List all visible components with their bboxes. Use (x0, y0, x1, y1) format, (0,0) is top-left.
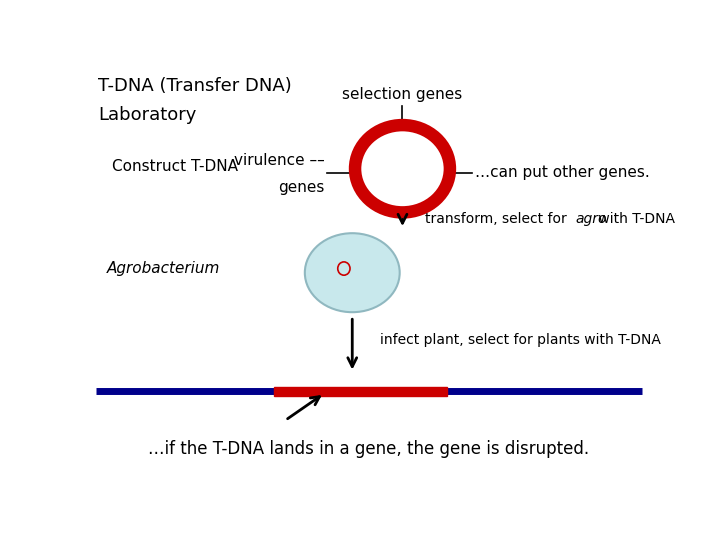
Text: Agrobacterium: Agrobacterium (107, 261, 220, 276)
Text: …if the T-DNA lands in a gene, the gene is disrupted.: …if the T-DNA lands in a gene, the gene … (148, 440, 590, 458)
Text: agro: agro (575, 212, 607, 226)
Text: Construct T-DNA: Construct T-DNA (112, 159, 238, 174)
Text: with T-DNA: with T-DNA (594, 212, 675, 226)
Text: Laboratory: Laboratory (99, 106, 197, 124)
Text: selection genes: selection genes (342, 87, 463, 102)
Text: T-DNA (Transfer DNA): T-DNA (Transfer DNA) (99, 77, 292, 95)
Text: genes: genes (278, 180, 324, 195)
Text: infect plant, select for plants with T-DNA: infect plant, select for plants with T-D… (380, 333, 661, 347)
Text: virulence ––: virulence –– (233, 153, 324, 168)
Text: …can put other genes.: …can put other genes. (475, 165, 649, 180)
Ellipse shape (305, 233, 400, 312)
FancyBboxPatch shape (274, 387, 447, 396)
Text: transform, select for: transform, select for (425, 212, 571, 226)
